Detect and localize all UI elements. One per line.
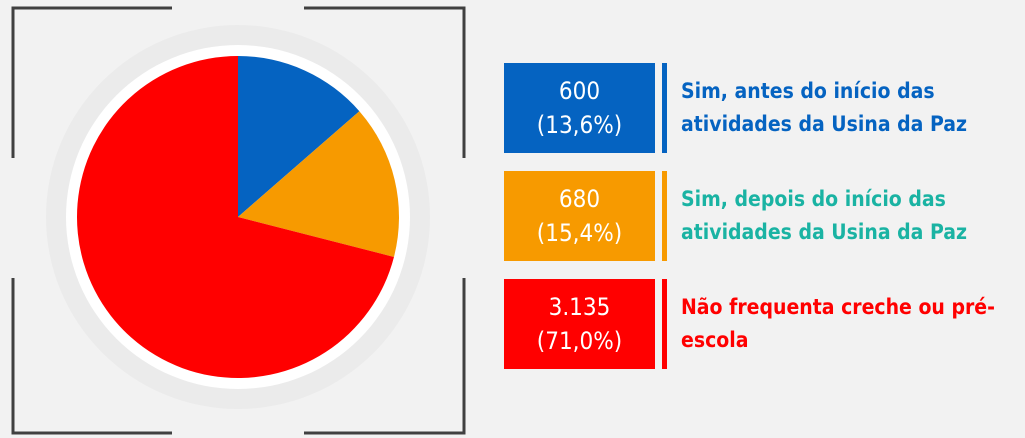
separator-bar-none xyxy=(662,279,667,369)
value-after: 680 xyxy=(558,185,601,213)
frame-corner-top-left xyxy=(11,6,172,158)
legend-row-before: 600 (13,6%) Sim, antes do início das ati… xyxy=(504,63,1019,153)
frame-corners xyxy=(11,6,466,435)
pie-slice-none xyxy=(76,56,394,379)
value-box-none: 3.135 (71,0%) xyxy=(504,279,655,369)
legend-label-before: Sim, antes do início das atividades da U… xyxy=(681,79,968,136)
percent-none: (71,0%) xyxy=(536,327,623,355)
pie-slice-after xyxy=(238,111,399,257)
pie-slice-before xyxy=(238,56,360,217)
frame-corner-bottom-left xyxy=(11,278,172,435)
separator-bar-before xyxy=(662,63,667,153)
frame-corner-bottom-right xyxy=(304,278,466,435)
legend-label-none: Não frequenta creche ou pré-escola xyxy=(681,295,995,352)
frame-corner-top-right xyxy=(304,6,466,158)
legend-label-after: Sim, depois do início das atividades da … xyxy=(681,187,968,244)
value-box-after: 680 (15,4%) xyxy=(504,171,655,261)
value-box-before: 600 (13,6%) xyxy=(504,63,655,153)
separator-bar-after xyxy=(662,171,667,261)
percent-before: (13,6%) xyxy=(536,111,623,139)
percent-after: (15,4%) xyxy=(536,219,623,247)
legend-row-none: 3.135 (71,0%) Não frequenta creche ou pr… xyxy=(504,279,1019,369)
pie-slices xyxy=(76,56,399,379)
pie-chart xyxy=(11,6,466,435)
value-none: 3.135 xyxy=(548,293,611,321)
legend-row-after: 680 (15,4%) Sim, depois do início das at… xyxy=(504,171,1019,261)
value-before: 600 xyxy=(558,77,601,105)
